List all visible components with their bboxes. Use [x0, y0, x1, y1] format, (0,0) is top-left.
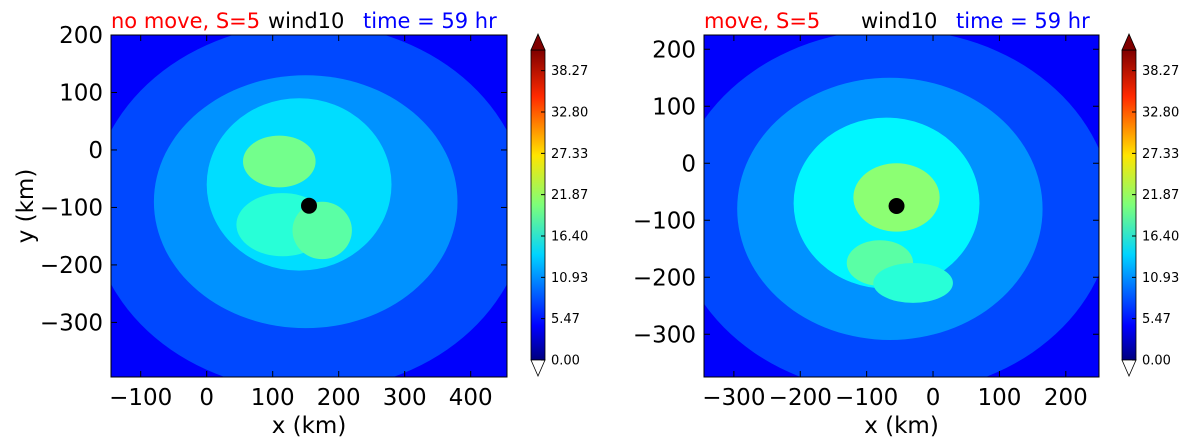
left-panel: −100 0 100 200 300 400 200 100 0 −100 −200 −300 x (k…: [13, 9, 588, 439]
x-tick-label: 400: [449, 385, 493, 411]
x-tick-label: −100: [109, 385, 172, 411]
colorbar-tick-label: 27.33: [1142, 147, 1179, 162]
colorbar-extend-max: [1121, 33, 1137, 51]
storm-center-marker: [888, 198, 905, 214]
y-tick-label: −200: [40, 253, 103, 279]
x-tick-label: 200: [317, 385, 361, 411]
x-tick-label: −100: [835, 385, 898, 411]
y-tick-label: −100: [40, 195, 103, 221]
x-tick-label: 300: [383, 385, 427, 411]
x-tick-label: −200: [769, 385, 832, 411]
x-tick-label: 0: [926, 385, 941, 411]
colorbar-tick-label: 5.47: [1142, 312, 1171, 327]
y-tick-label: 0: [681, 151, 696, 177]
storm-center-marker: [301, 197, 317, 214]
colorbar-tick-label: 21.87: [551, 188, 588, 203]
y-tick-label: 100: [652, 94, 696, 120]
colorbar-tick-label: 21.87: [1142, 188, 1179, 203]
colorbar-tick-label: 0.00: [551, 354, 580, 369]
title-part: move, S=5: [704, 9, 820, 33]
plot-frame: [110, 34, 508, 378]
y-axis-label: y (km): [13, 169, 39, 244]
x-tick-label: 100: [251, 385, 295, 411]
colorbar-tick-label: 38.27: [1142, 64, 1179, 79]
colorbar-extend-min: [1121, 359, 1137, 377]
y-tick-label: −100: [633, 208, 696, 234]
plot-frame: [703, 34, 1100, 378]
y-tick-label: −300: [40, 310, 103, 336]
title-part: time = 59 hr: [363, 9, 497, 33]
x-tick-label: −300: [702, 385, 765, 411]
colorbar-tick-label: 27.33: [551, 147, 588, 162]
y-tick-label: 0: [88, 138, 103, 164]
title-part: no move, S=5: [111, 9, 260, 33]
right-panel: −300 −200 −100 0 100 2002001000−100−200−300x …: [633, 9, 1179, 439]
x-tick-label: 0: [199, 385, 214, 411]
y-tick-label: 200: [652, 37, 696, 63]
y-tick-label: −300: [633, 322, 696, 348]
colorbar-tick-label: 10.93: [551, 271, 588, 286]
colorbar-tick-label: 16.40: [551, 230, 588, 245]
title-part: wind10: [268, 9, 344, 33]
colorbar-tick-label: 0.00: [1142, 354, 1171, 369]
colorbar-tick-label: 32.80: [1142, 106, 1179, 121]
colorbar-tick-label: 16.40: [1142, 230, 1179, 245]
colorbar-tick-label: 32.80: [551, 106, 588, 121]
y-tick-label: 200: [59, 23, 103, 49]
colorbar-tick-label: 10.93: [1142, 271, 1179, 286]
title-part: time = 59 hr: [956, 9, 1090, 33]
colorbar: [531, 50, 545, 360]
x-tick-label: 200: [1044, 385, 1088, 411]
x-axis-label: x (km): [864, 413, 939, 439]
title-part: wind10: [861, 9, 937, 33]
x-axis-label: x (km): [272, 413, 347, 439]
colorbar-extend-max: [530, 33, 546, 51]
field-contour-3: [242, 135, 316, 188]
field-contour-5: [292, 201, 352, 260]
y-tick-label: −200: [633, 265, 696, 291]
colorbar-tick-label: 38.27: [551, 64, 588, 79]
colorbar: [1122, 50, 1136, 360]
colorbar-extend-min: [530, 359, 546, 377]
field-contour-5: [873, 263, 953, 303]
y-tick-label: 100: [59, 80, 103, 106]
field-contour-3: [853, 163, 940, 232]
x-tick-label: 100: [977, 385, 1021, 411]
colorbar-tick-label: 5.47: [551, 312, 580, 327]
wind-field: [704, 35, 1099, 377]
